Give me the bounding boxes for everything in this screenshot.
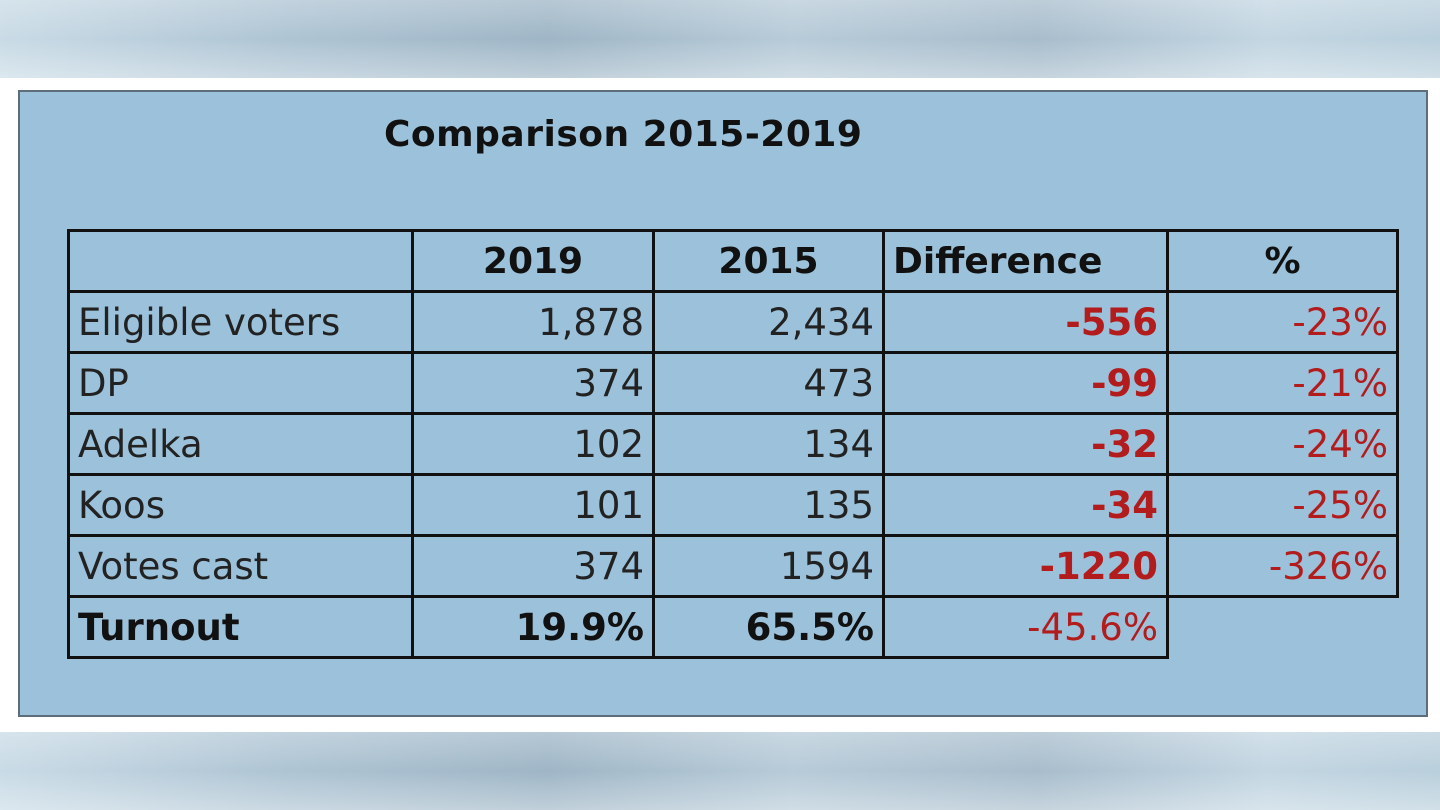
row-label: DP — [67, 351, 414, 415]
comparison-table: 2019 2015 Difference % Eligible voters 1… — [67, 229, 1399, 659]
value-2019: 19.9% — [411, 595, 655, 659]
value-2015: 65.5% — [652, 595, 885, 659]
value-2015: 2,434 — [652, 290, 885, 354]
value-2019: 101 — [411, 473, 655, 537]
table-row: Votes cast 374 1594 -1220 -326% — [67, 534, 1399, 598]
row-label: Votes cast — [67, 534, 414, 598]
value-percent: -23% — [1166, 290, 1399, 354]
header-2015: 2015 — [652, 229, 885, 293]
row-label: Koos — [67, 473, 414, 537]
value-percent: -326% — [1166, 534, 1399, 598]
bottom-background-band — [0, 732, 1440, 810]
value-difference: -45.6% — [882, 595, 1169, 659]
row-label: Turnout — [67, 595, 414, 659]
value-difference: -99 — [882, 351, 1169, 415]
value-2015: 135 — [652, 473, 885, 537]
table-row: Adelka 102 134 -32 -24% — [67, 412, 1399, 476]
value-percent: -21% — [1166, 351, 1399, 415]
value-2019: 374 — [411, 351, 655, 415]
value-2019: 374 — [411, 534, 655, 598]
row-label: Adelka — [67, 412, 414, 476]
table-title: Comparison 2015-2019 — [384, 114, 863, 155]
value-difference: -1220 — [882, 534, 1169, 598]
table-row: Koos 101 135 -34 -25% — [67, 473, 1399, 537]
table-row-turnout: Turnout 19.9% 65.5% -45.6% — [67, 595, 1398, 659]
header-2019: 2019 — [411, 229, 655, 293]
table-row: Eligible voters 1,878 2,434 -556 -23% — [67, 290, 1399, 354]
value-2015: 473 — [652, 351, 885, 415]
value-percent: -25% — [1166, 473, 1399, 537]
comparison-panel: Comparison 2015-2019 2019 2015 Differenc… — [18, 90, 1428, 717]
header-label — [67, 229, 414, 293]
empty-cell — [1168, 597, 1398, 658]
value-2015: 134 — [652, 412, 885, 476]
header-row: 2019 2015 Difference % — [67, 229, 1399, 293]
table-row: DP 374 473 -99 -21% — [67, 351, 1399, 415]
header-difference: Difference — [882, 229, 1169, 293]
value-percent: -24% — [1166, 412, 1399, 476]
value-difference: -32 — [882, 412, 1169, 476]
value-difference: -34 — [882, 473, 1169, 537]
value-2019: 102 — [411, 412, 655, 476]
top-background-band — [0, 0, 1440, 78]
row-label: Eligible voters — [67, 290, 414, 354]
value-2019: 1,878 — [411, 290, 655, 354]
value-difference: -556 — [882, 290, 1169, 354]
header-percent: % — [1166, 229, 1399, 293]
value-2015: 1594 — [652, 534, 885, 598]
